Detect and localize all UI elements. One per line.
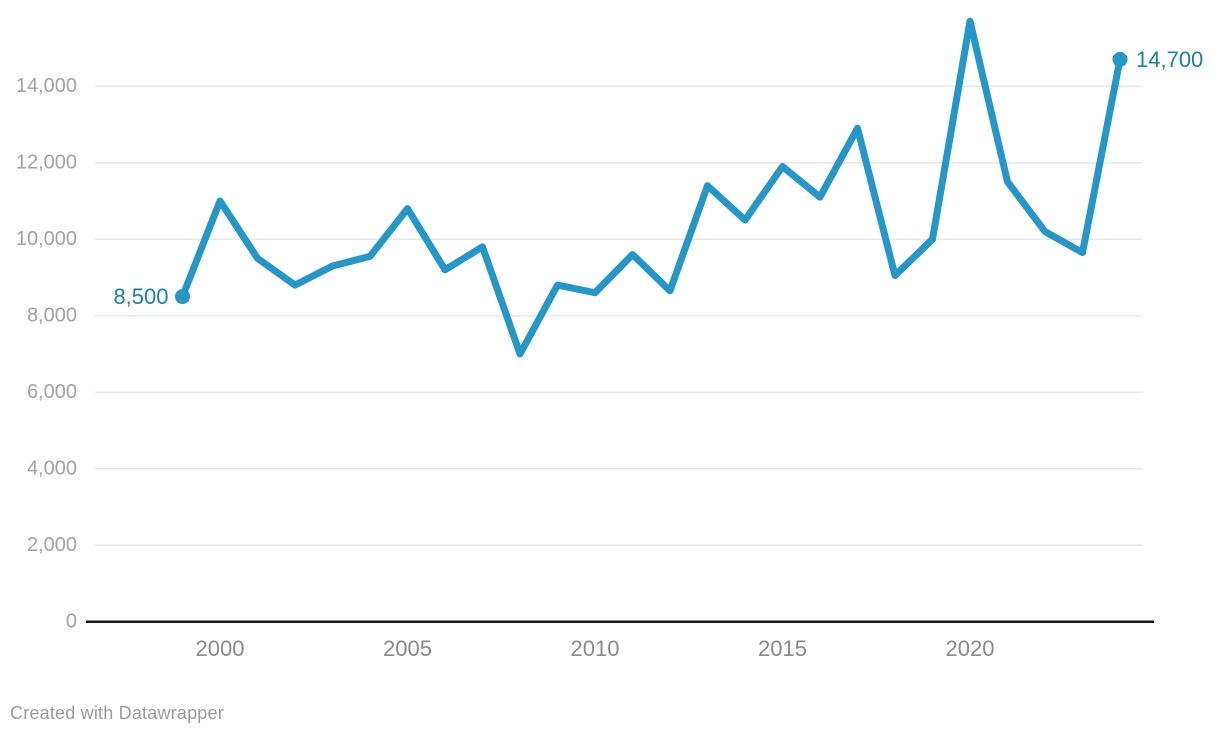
data-line bbox=[179, 17, 1124, 358]
y-tick-label: 6,000 bbox=[27, 381, 77, 403]
chart-canvas: 0 2,000 4,000 6,000 8,000 10,000 12,000 14,000 2… bbox=[16, 17, 1203, 661]
last-point-dot bbox=[1112, 51, 1128, 67]
y-tick-label: 12,000 bbox=[16, 152, 77, 174]
y-tick-label: 4,000 bbox=[27, 458, 77, 480]
x-tick-label: 2015 bbox=[758, 636, 807, 661]
x-tick-label: 2005 bbox=[383, 636, 432, 661]
y-tick-label: 10,000 bbox=[16, 228, 77, 250]
x-tick-label: 2000 bbox=[196, 636, 245, 661]
y-tick-label: 2,000 bbox=[27, 534, 77, 556]
first-point-dot bbox=[175, 289, 190, 305]
y-tick-label: 14,000 bbox=[16, 75, 77, 97]
y-tick-label: 0 bbox=[66, 611, 77, 633]
y-tick-label: 8,000 bbox=[27, 305, 77, 327]
attribution: Created with Datawrapper bbox=[10, 703, 224, 723]
x-tick-label: 2020 bbox=[946, 636, 995, 661]
last-point-value-label: 14,700 bbox=[1136, 47, 1203, 72]
x-tick-label: 2010 bbox=[571, 636, 620, 661]
first-point-value-label: 8,500 bbox=[113, 284, 168, 309]
